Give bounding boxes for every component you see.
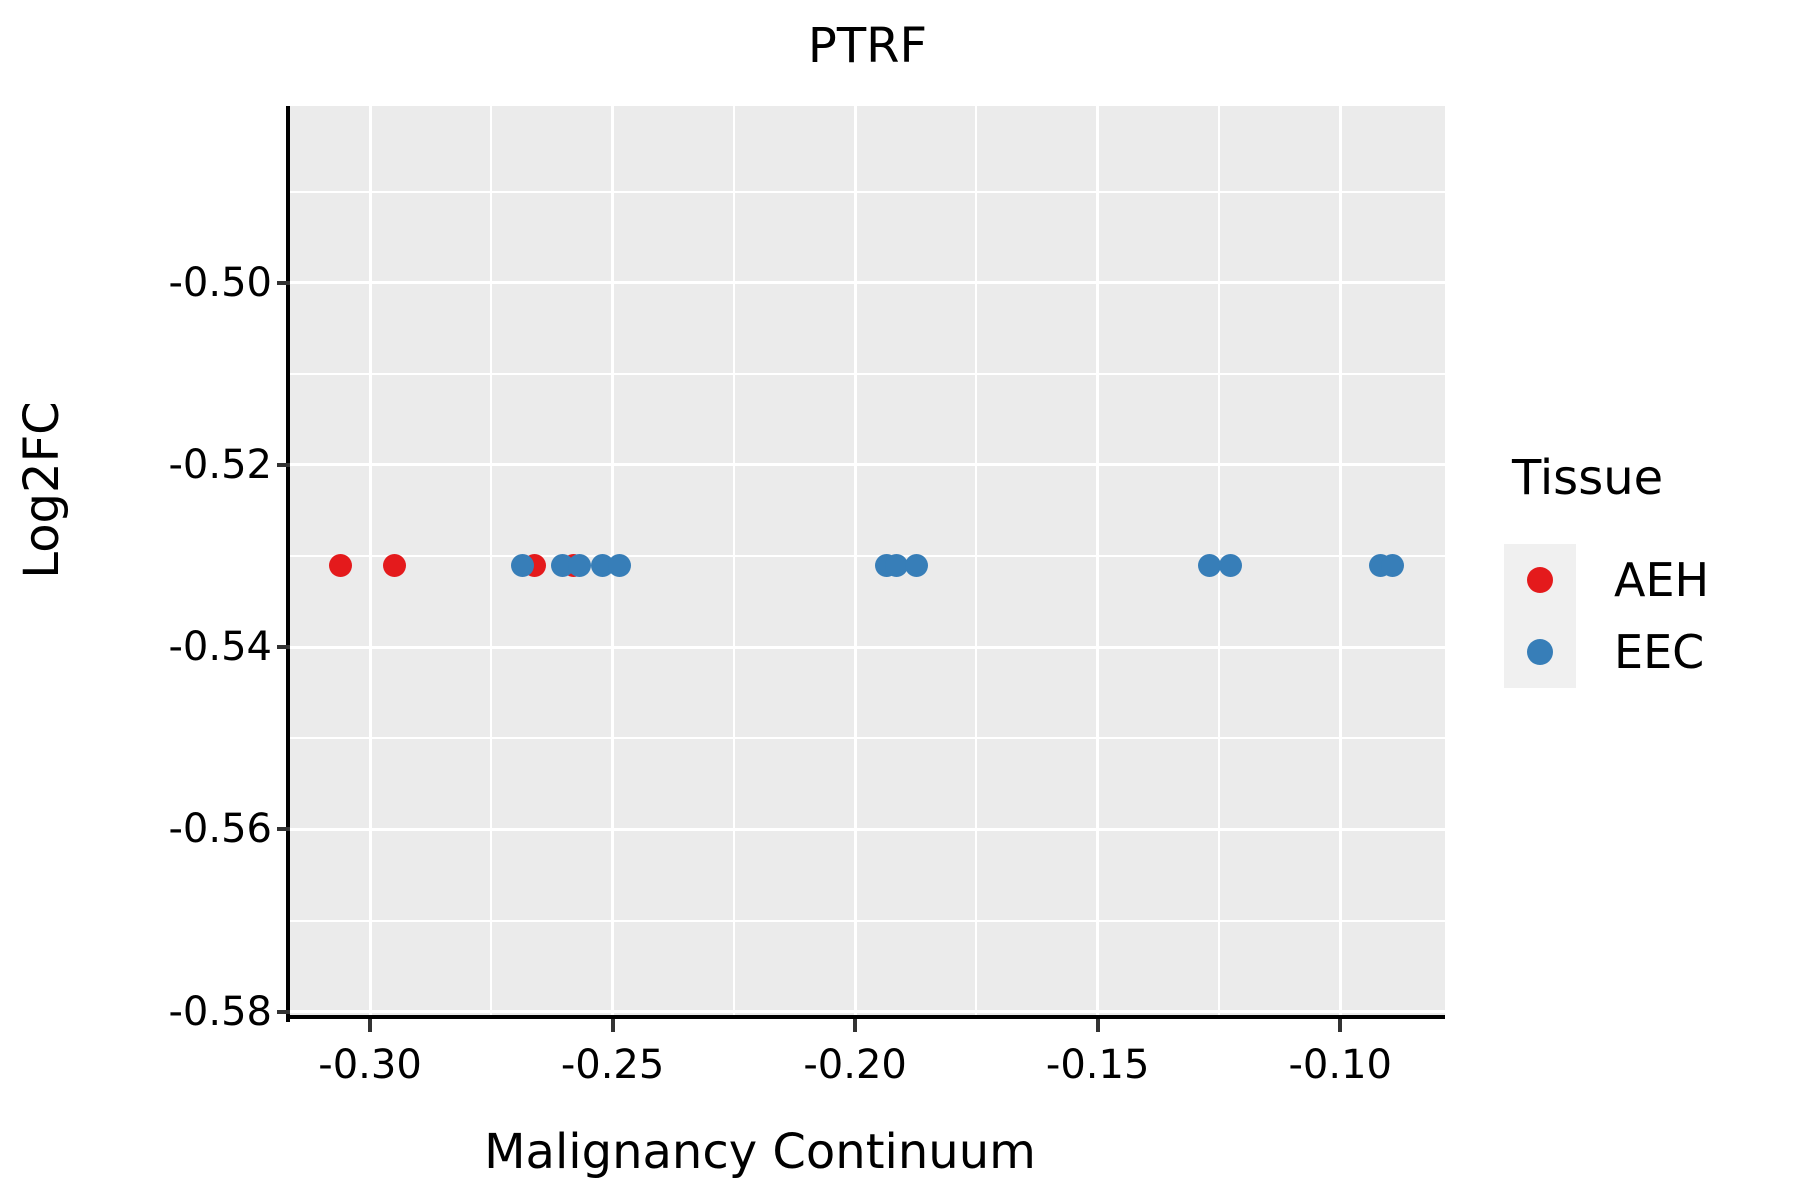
x-tick-label: -0.25 [560, 1042, 665, 1088]
x-tick-mark [853, 1019, 858, 1032]
y-axis-line [286, 106, 290, 1022]
scatter-point-eec [567, 553, 591, 577]
y-major-gridline [290, 281, 1445, 285]
x-tick-mark [1095, 1019, 1100, 1032]
x-tick-label: -0.15 [1045, 1042, 1150, 1088]
x-major-gridline [853, 106, 857, 1018]
legend-title: Tissue [1512, 450, 1664, 506]
scatter-point-eec [884, 553, 908, 577]
scatter-point-aeh [382, 553, 406, 577]
x-major-gridline [368, 106, 372, 1018]
x-tick-mark [368, 1019, 373, 1032]
legend-label: EEC [1614, 625, 1705, 679]
plot-panel [290, 106, 1445, 1018]
legend-key-box [1504, 616, 1576, 688]
y-minor-gridline [290, 555, 1445, 558]
y-tick-mark [277, 1009, 290, 1014]
y-tick-label: -0.50 [168, 259, 273, 306]
x-major-gridline [1338, 106, 1342, 1018]
x-major-gridline [1096, 106, 1100, 1018]
x-minor-gridline [490, 106, 493, 1018]
x-minor-gridline [732, 106, 735, 1018]
y-minor-gridline [290, 190, 1445, 193]
y-major-gridline [290, 645, 1445, 649]
y-minor-gridline [290, 737, 1445, 740]
y-axis-title: Log2FC [14, 401, 70, 579]
scatter-point-eec [511, 553, 535, 577]
scatter-point-eec [1380, 553, 1404, 577]
y-major-gridline [290, 827, 1445, 831]
legend-item-aeh: AEH [1504, 544, 1709, 616]
x-axis-title: Malignancy Continuum [484, 1124, 1036, 1180]
legend-key-box [1504, 544, 1576, 616]
y-tick-mark [277, 280, 290, 285]
legend: Tissue AEH EEC [1504, 450, 1709, 688]
scatter-point-aeh [329, 553, 353, 577]
scatter-point-eec [1218, 553, 1242, 577]
y-major-gridline [290, 463, 1445, 467]
y-tick-label: -0.56 [168, 806, 273, 853]
legend-item-eec: EEC [1504, 616, 1709, 688]
x-tick-label: -0.30 [318, 1042, 422, 1088]
y-minor-gridline [290, 919, 1445, 922]
y-tick-mark [277, 462, 290, 467]
x-tick-mark [610, 1019, 615, 1032]
x-tick-mark [1338, 1019, 1343, 1032]
scatter-point-eec [608, 553, 632, 577]
y-tick-label: -0.52 [168, 441, 273, 488]
y-minor-gridline [290, 372, 1445, 375]
scatter-point-eec [904, 553, 928, 577]
y-tick-mark [277, 645, 290, 650]
x-axis-line [286, 1015, 1445, 1019]
y-tick-label: -0.58 [168, 988, 273, 1035]
y-major-gridline [290, 1010, 1445, 1014]
scatter-point-eec [1197, 553, 1221, 577]
legend-keys: AEH EEC [1504, 544, 1709, 688]
x-tick-label: -0.10 [1288, 1042, 1392, 1088]
x-tick-label: -0.20 [803, 1042, 907, 1088]
y-tick-mark [277, 827, 290, 832]
legend-dot-icon [1527, 639, 1553, 665]
chart-title: PTRF [807, 18, 928, 74]
legend-label: AEH [1614, 553, 1710, 607]
legend-dot-icon [1527, 567, 1553, 593]
y-tick-label: -0.54 [168, 624, 273, 671]
x-minor-gridline [975, 106, 978, 1018]
